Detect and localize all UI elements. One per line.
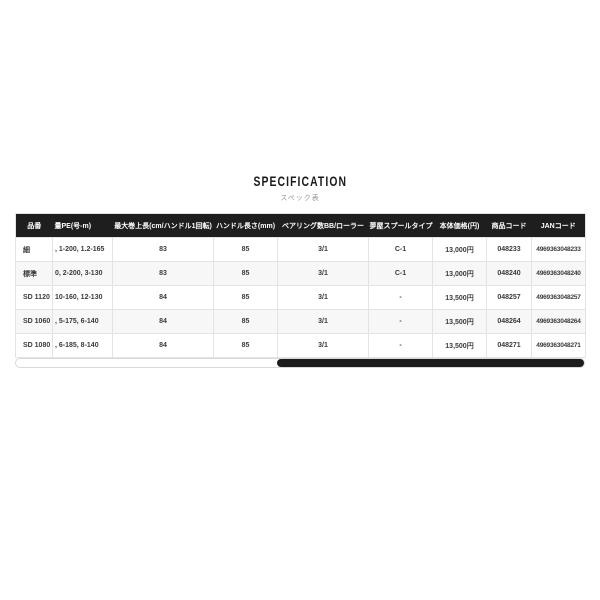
table-cell: 標準: [15, 261, 53, 286]
table-cell: 4969363048271: [531, 333, 586, 358]
table-cell: 048233: [486, 237, 532, 262]
table-cell: 13,500円: [432, 333, 487, 358]
table-cell: 3/1: [277, 237, 369, 262]
table-cell: 85: [213, 333, 278, 358]
spec-table-body: 細, 1-200, 1.2-165 83 85 3/1 C-1 13,000円 048233…: [15, 237, 586, 358]
table-cell: 13,500円: [432, 285, 487, 310]
table-cell: 4969363048257: [531, 285, 586, 310]
table-cell: 83: [112, 261, 214, 286]
table-cell: , 5-175, 6-140: [52, 309, 113, 334]
table-cell: 13,500円: [432, 309, 487, 334]
table-cell: 85: [213, 237, 278, 262]
table-cell: -: [368, 309, 433, 334]
column-header-jan-code: JANコード: [531, 213, 586, 238]
table-cell: 3/1: [277, 333, 369, 358]
table-row: SD 1060, 5-175, 6-140 84 85 3/1-13,500円 0482…: [15, 309, 586, 334]
column-header-product-code: 商品コード: [486, 213, 532, 238]
column-header-spool-type: 夢屋スプールタイプ: [368, 213, 433, 238]
table-cell: 85: [213, 285, 278, 310]
table-cell: 3/1: [277, 261, 369, 286]
table-cell: -: [368, 333, 433, 358]
table-row: 細, 1-200, 1.2-165 83 85 3/1 C-1 13,000円 048233…: [15, 237, 586, 262]
column-header-bearings: ベアリング数BB/ローラー: [277, 213, 369, 238]
table-header-row: 品番 量PE(号-m) 最大巻上長(cm/ハンドル1回転) ハンドル長さ(mm)…: [15, 213, 586, 238]
page-subtitle: スペック表: [280, 195, 320, 202]
column-header-price: 本体価格(円): [432, 213, 487, 238]
table-cell: 048240: [486, 261, 532, 286]
table-cell: 3/1: [277, 285, 369, 310]
table-cell: 0, 2-200, 3-130: [52, 261, 113, 286]
table-cell: 4969363048264: [531, 309, 586, 334]
table-cell: 84: [112, 309, 214, 334]
table-cell: 10-160, 12-130: [52, 285, 113, 310]
table-cell: 048264: [486, 309, 532, 334]
table-row: SD 1120 10-160, 12-130 84 85 3/1-13,500円 0482…: [15, 285, 586, 310]
table-cell: 4969363048240: [531, 261, 586, 286]
horizontal-scrollbar-thumb[interactable]: [277, 359, 584, 367]
table-cell: 048257: [486, 285, 532, 310]
table-cell: SD 1120: [15, 285, 53, 310]
column-header-pe-capacity: 量PE(号-m): [52, 213, 113, 238]
table-cell: C-1: [368, 261, 433, 286]
table-cell: 85: [213, 309, 278, 334]
table-cell: , 6-185, 8-140: [52, 333, 113, 358]
table-cell: 048271: [486, 333, 532, 358]
column-header-model: 品番: [15, 213, 53, 238]
table-cell: 細: [15, 237, 53, 262]
table-cell: 13,000円: [432, 261, 487, 286]
table-cell: 13,000円: [432, 237, 487, 262]
table-cell: 4969363048233: [531, 237, 586, 262]
table-cell: 83: [112, 237, 214, 262]
table-cell: 3/1: [277, 309, 369, 334]
column-header-max-retrieve: 最大巻上長(cm/ハンドル1回転): [112, 213, 214, 238]
spec-table-grid: 品番 量PE(号-m) 最大巻上長(cm/ハンドル1回転) ハンドル長さ(mm)…: [15, 213, 586, 358]
table-row: 標準 0, 2-200, 3-130 83 85 3/1 C-1 13,000円 048240…: [15, 261, 586, 286]
page-title: SPECIFICATION: [253, 173, 347, 189]
column-header-handle-length: ハンドル長さ(mm): [213, 213, 278, 238]
table-cell: -: [368, 285, 433, 310]
table-row: SD 1080, 6-185, 8-140 84 85 3/1-13,500円 0482…: [15, 333, 586, 358]
table-cell: 84: [112, 285, 214, 310]
table-cell: , 1-200, 1.2-165: [52, 237, 113, 262]
table-cell: 85: [213, 261, 278, 286]
horizontal-scrollbar-track[interactable]: [15, 358, 585, 368]
table-cell: SD 1060: [15, 309, 53, 334]
table-cell: SD 1080: [15, 333, 53, 358]
spec-table: 品番 量PE(号-m) 最大巻上長(cm/ハンドル1回転) ハンドル長さ(mm)…: [15, 213, 586, 358]
table-cell: C-1: [368, 237, 433, 262]
table-cell: 84: [112, 333, 214, 358]
